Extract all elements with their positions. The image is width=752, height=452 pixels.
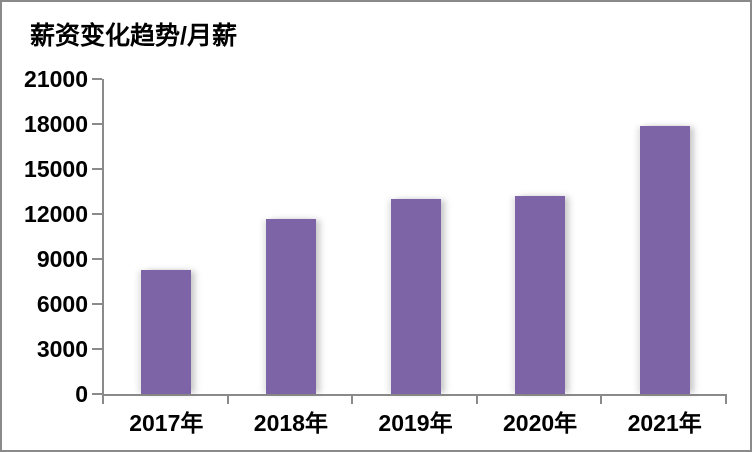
y-tick-label: 3000 <box>36 336 88 362</box>
y-axis-tick <box>92 348 102 350</box>
bar-2021年 <box>639 125 690 394</box>
y-axis-line <box>102 79 104 396</box>
x-category-label: 2021年 <box>627 410 702 436</box>
x-axis-tick <box>475 396 478 404</box>
y-axis-tick <box>92 393 102 395</box>
y-tick-label: 15000 <box>24 156 88 182</box>
y-tick-label: 18000 <box>24 111 88 137</box>
y-tick-label: 6000 <box>36 291 88 317</box>
x-category-label: 2017年 <box>129 410 204 436</box>
x-category-label: 2018年 <box>253 410 328 436</box>
y-axis-tick <box>92 78 102 80</box>
y-axis-tick <box>92 303 102 305</box>
y-axis-tick <box>92 258 102 260</box>
x-axis-tick <box>226 396 229 404</box>
x-axis-line <box>102 394 727 396</box>
bar-2018年 <box>265 218 316 394</box>
chart-title: 薪资变化趋势/月薪 <box>30 22 237 50</box>
bar-2020年 <box>515 196 566 394</box>
y-axis-tick <box>92 168 102 170</box>
bar-2017年 <box>141 269 192 394</box>
x-axis-tick <box>600 396 603 404</box>
y-tick-label: 0 <box>75 381 88 407</box>
x-axis-tick <box>351 396 354 404</box>
x-category-label: 2020年 <box>503 410 578 436</box>
y-axis-tick <box>92 123 102 125</box>
bar-2019年 <box>390 199 441 394</box>
y-axis-tick <box>92 213 102 215</box>
x-axis-tick <box>102 396 104 404</box>
y-tick-label: 12000 <box>24 201 88 227</box>
y-tick-label: 21000 <box>24 66 88 92</box>
x-category-label: 2019年 <box>378 410 453 436</box>
y-tick-label: 9000 <box>36 246 88 272</box>
x-axis-tick <box>725 396 727 404</box>
